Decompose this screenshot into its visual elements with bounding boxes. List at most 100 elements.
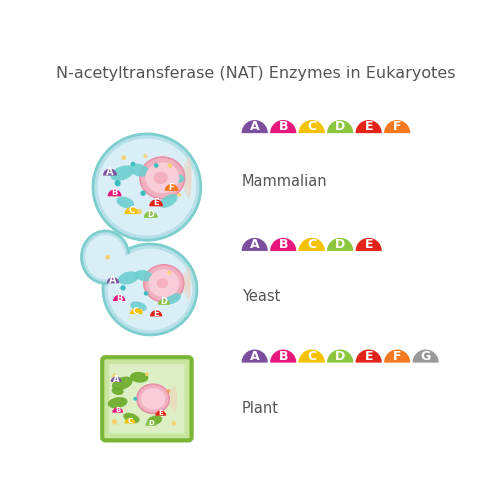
- FancyBboxPatch shape: [109, 364, 184, 434]
- Circle shape: [106, 255, 110, 260]
- Polygon shape: [356, 350, 382, 362]
- Ellipse shape: [108, 248, 192, 330]
- Circle shape: [178, 193, 181, 196]
- Polygon shape: [298, 120, 325, 133]
- Text: C: C: [128, 206, 134, 215]
- Text: D: D: [148, 210, 154, 219]
- Ellipse shape: [98, 138, 196, 235]
- Circle shape: [168, 270, 171, 274]
- Circle shape: [138, 308, 143, 314]
- Polygon shape: [242, 238, 268, 251]
- Text: Mammalian: Mammalian: [242, 174, 327, 189]
- Ellipse shape: [137, 384, 169, 414]
- Ellipse shape: [116, 196, 134, 208]
- Circle shape: [144, 291, 148, 296]
- Polygon shape: [242, 350, 268, 362]
- Ellipse shape: [108, 397, 128, 408]
- Circle shape: [172, 421, 176, 426]
- Text: B: B: [278, 120, 288, 134]
- Circle shape: [112, 374, 117, 378]
- Text: A: A: [250, 350, 260, 363]
- Ellipse shape: [93, 134, 201, 240]
- Polygon shape: [242, 120, 268, 133]
- Circle shape: [112, 192, 117, 197]
- Ellipse shape: [144, 265, 184, 302]
- Ellipse shape: [147, 416, 162, 425]
- Ellipse shape: [148, 270, 180, 297]
- Text: E: E: [158, 410, 163, 416]
- Polygon shape: [110, 376, 122, 382]
- Text: A: A: [250, 120, 260, 134]
- Circle shape: [130, 162, 136, 166]
- Ellipse shape: [134, 270, 153, 281]
- Polygon shape: [270, 238, 296, 251]
- Text: E: E: [154, 309, 159, 318]
- Polygon shape: [144, 211, 158, 218]
- Circle shape: [166, 389, 170, 393]
- Polygon shape: [156, 410, 166, 416]
- Ellipse shape: [103, 244, 197, 335]
- Circle shape: [134, 397, 138, 400]
- Polygon shape: [356, 238, 382, 251]
- Polygon shape: [327, 120, 353, 133]
- Polygon shape: [124, 418, 136, 424]
- Text: B: B: [115, 407, 120, 413]
- Polygon shape: [103, 168, 117, 175]
- Text: C: C: [307, 238, 316, 251]
- Circle shape: [114, 180, 120, 186]
- Circle shape: [168, 163, 172, 168]
- Text: B: B: [112, 188, 118, 198]
- Text: E: E: [364, 350, 373, 363]
- Polygon shape: [384, 350, 410, 362]
- Text: C: C: [128, 418, 132, 424]
- Circle shape: [118, 294, 121, 298]
- Text: B: B: [278, 350, 288, 363]
- Ellipse shape: [168, 174, 184, 184]
- Text: F: F: [168, 183, 174, 192]
- Circle shape: [136, 209, 142, 214]
- Ellipse shape: [154, 172, 168, 184]
- Polygon shape: [298, 238, 325, 251]
- Text: D: D: [335, 350, 345, 363]
- Ellipse shape: [146, 162, 179, 193]
- Text: D: D: [160, 298, 168, 306]
- Polygon shape: [150, 310, 162, 316]
- Ellipse shape: [156, 278, 168, 288]
- Polygon shape: [124, 207, 138, 214]
- Polygon shape: [270, 350, 296, 362]
- Text: D: D: [335, 120, 345, 134]
- Polygon shape: [107, 277, 119, 283]
- Text: D: D: [148, 420, 154, 426]
- FancyBboxPatch shape: [102, 357, 192, 440]
- Text: C: C: [133, 306, 139, 316]
- Text: A: A: [113, 375, 119, 384]
- Text: E: E: [154, 198, 159, 207]
- Ellipse shape: [110, 166, 134, 181]
- Circle shape: [120, 285, 126, 290]
- Circle shape: [145, 372, 149, 376]
- Polygon shape: [412, 350, 438, 362]
- Text: Yeast: Yeast: [242, 290, 280, 304]
- Text: N-acetyltransferase (NAT) Enzymes in Eukaryotes: N-acetyltransferase (NAT) Enzymes in Euk…: [56, 66, 456, 81]
- Text: C: C: [307, 120, 316, 134]
- Circle shape: [122, 156, 126, 160]
- Polygon shape: [327, 350, 353, 362]
- Ellipse shape: [160, 194, 178, 208]
- Polygon shape: [327, 238, 353, 251]
- Text: B: B: [278, 238, 288, 251]
- Circle shape: [112, 419, 117, 424]
- Ellipse shape: [130, 372, 148, 382]
- Polygon shape: [146, 420, 156, 426]
- Circle shape: [144, 154, 148, 158]
- Polygon shape: [298, 350, 325, 362]
- Polygon shape: [108, 190, 122, 196]
- Ellipse shape: [141, 388, 166, 409]
- Ellipse shape: [130, 302, 146, 312]
- Text: F: F: [393, 120, 402, 134]
- Text: A: A: [106, 167, 114, 177]
- Ellipse shape: [165, 293, 181, 304]
- Polygon shape: [158, 298, 170, 305]
- Text: G: G: [420, 350, 431, 363]
- Polygon shape: [270, 120, 296, 133]
- Ellipse shape: [112, 376, 132, 390]
